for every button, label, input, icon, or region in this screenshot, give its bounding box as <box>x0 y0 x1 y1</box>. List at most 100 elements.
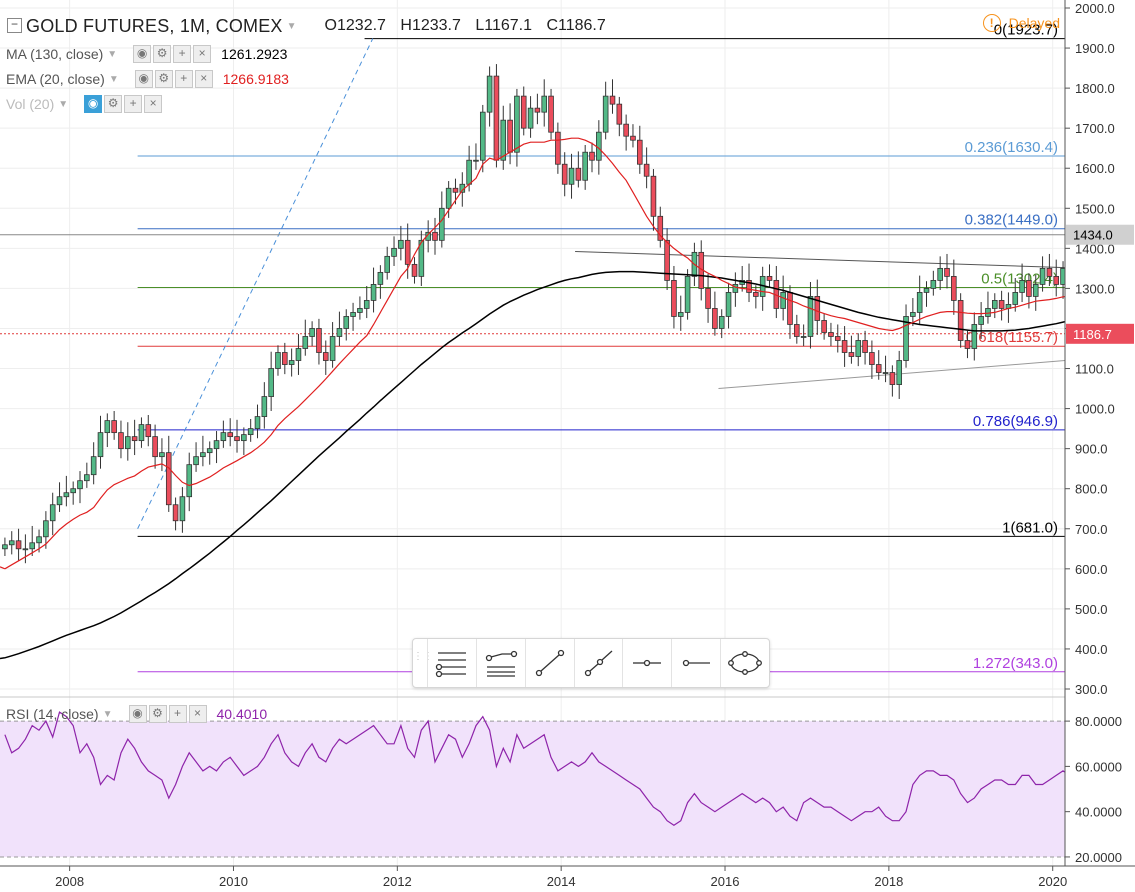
rsi-band <box>0 721 1065 857</box>
candle-body <box>971 324 978 349</box>
candle-body <box>623 123 629 137</box>
candle-body <box>671 279 677 317</box>
close-value: C1186.7 <box>546 17 606 34</box>
gear-icon[interactable]: ⚙ <box>153 45 172 63</box>
chevron-down-icon[interactable]: ▼ <box>107 48 118 60</box>
fib-level-label: 0.382(1449.0) <box>965 212 1058 229</box>
candle-body <box>637 139 643 165</box>
y-tick-label: 600.0 <box>1075 562 1108 577</box>
candle-body <box>2 544 8 550</box>
y-tick-label: 1500.0 <box>1075 201 1115 216</box>
plus-icon[interactable]: + <box>174 70 193 88</box>
trend-line-icon[interactable] <box>524 639 574 687</box>
eye-hidden-icon[interactable]: ◉ <box>84 95 103 113</box>
fib-level-label: 0.236(1630.4) <box>965 139 1058 156</box>
plus-icon[interactable]: + <box>168 705 187 723</box>
y-tick-label: 300.0 <box>1075 682 1108 697</box>
y-tick-label: 1100.0 <box>1075 362 1114 377</box>
candle-body <box>329 336 336 361</box>
fib-level-label: 0(1923.7) <box>994 22 1058 39</box>
ellipse-icon[interactable] <box>720 639 769 687</box>
x-tick-label: 2008 <box>55 874 84 889</box>
candle-body <box>596 131 602 161</box>
high-value: H1233.7 <box>400 17 461 34</box>
candle-body <box>766 275 773 281</box>
horizontal-ray-icon[interactable] <box>671 639 720 687</box>
candle-body <box>780 292 786 309</box>
ema20-line <box>4 137 1105 570</box>
candle-body <box>322 352 329 361</box>
lines-menu-icon[interactable] <box>427 639 476 687</box>
candle-body <box>841 340 848 353</box>
candle-body <box>336 328 343 337</box>
ma130-line <box>4 270 1125 659</box>
candle-body <box>309 328 315 337</box>
ma-label[interactable]: MA (130, close) <box>6 46 104 62</box>
candle-body <box>923 288 930 293</box>
multi-point-line-icon[interactable] <box>475 639 525 687</box>
candle-body <box>247 428 254 436</box>
candle-body <box>445 187 452 209</box>
chart-title[interactable]: GOLD FUTURES, 1M, COMEX <box>26 15 283 36</box>
candle-body <box>418 239 425 277</box>
candle-body <box>43 520 49 538</box>
eye-icon[interactable]: ◉ <box>128 705 147 723</box>
candle-body <box>234 436 240 442</box>
chevron-down-icon[interactable]: ▼ <box>108 73 119 85</box>
candle-body <box>206 448 213 454</box>
horizontal-line-icon[interactable] <box>622 639 671 687</box>
candle-body <box>889 372 896 385</box>
chevron-down-icon[interactable]: ▼ <box>286 20 297 32</box>
close-icon[interactable]: × <box>188 705 207 723</box>
drag-handle-icon[interactable]: ⋮⋮ <box>413 651 433 662</box>
candle-body <box>657 215 664 241</box>
candle-body <box>834 336 841 341</box>
collapse-legend-icon[interactable]: − <box>7 18 22 33</box>
eye-icon[interactable]: ◉ <box>134 70 153 88</box>
gear-icon[interactable]: ⚙ <box>148 705 167 723</box>
candle-body <box>548 95 554 133</box>
ema-label[interactable]: EMA (20, close) <box>6 71 105 87</box>
candle-body <box>896 360 902 385</box>
chevron-down-icon[interactable]: ▼ <box>102 708 113 720</box>
open-value: O1232.7 <box>324 17 386 34</box>
eye-icon[interactable]: ◉ <box>133 45 152 63</box>
delayed-badge[interactable]: ! Delayed <box>982 14 1060 32</box>
candle-body <box>97 432 104 458</box>
candle-body <box>391 247 397 257</box>
candle-body <box>1039 267 1046 285</box>
rsi-label[interactable]: RSI (14, close) <box>6 706 99 722</box>
candle-body <box>582 151 588 181</box>
low-value: L1167.1 <box>475 17 532 34</box>
candle-body <box>350 312 356 317</box>
chevron-down-icon[interactable]: ▼ <box>58 98 69 110</box>
candle-body <box>855 340 862 357</box>
candle-body <box>903 316 909 361</box>
ray-icon[interactable] <box>573 639 623 687</box>
candle-body <box>787 292 793 325</box>
close-icon[interactable]: × <box>144 95 163 113</box>
candle-body <box>227 432 233 438</box>
close-icon[interactable]: × <box>194 70 213 88</box>
vol-label[interactable]: Vol (20) <box>6 96 55 112</box>
plus-icon[interactable]: + <box>173 45 192 63</box>
candle-body <box>937 267 943 281</box>
candle-body <box>302 336 309 349</box>
gear-icon[interactable]: ⚙ <box>104 95 123 113</box>
fib-level-label: 1.272(343.0) <box>973 655 1058 672</box>
candle-body <box>186 464 193 498</box>
candle-body <box>486 75 493 113</box>
candle-body <box>821 320 827 333</box>
plus-icon[interactable]: + <box>124 95 143 113</box>
candle-body <box>118 432 124 450</box>
close-icon[interactable]: × <box>193 45 212 63</box>
candle-body <box>643 163 650 177</box>
y-tick-label: 800.0 <box>1075 482 1108 497</box>
rsi-line <box>4 711 1119 827</box>
gear-icon[interactable]: ⚙ <box>154 70 173 88</box>
x-tick-label: 2012 <box>383 874 412 889</box>
candle-body <box>930 279 937 289</box>
candle-body <box>241 434 247 442</box>
warning-icon: ! <box>982 14 1001 32</box>
